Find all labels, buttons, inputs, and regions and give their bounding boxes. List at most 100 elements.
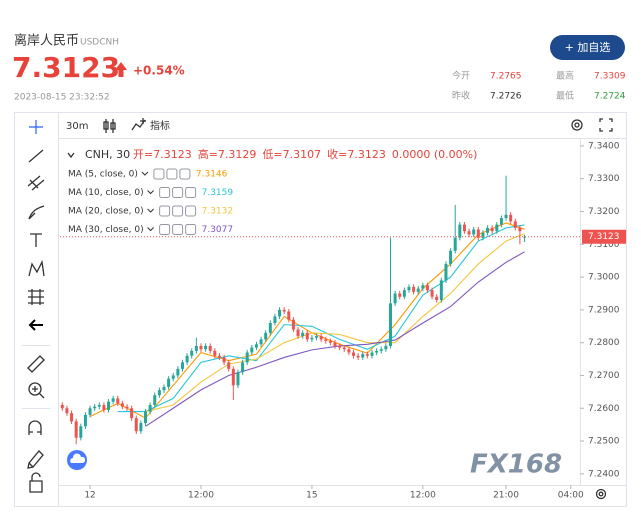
ma-control-button[interactable]	[172, 187, 184, 198]
lock-tool[interactable]	[29, 472, 43, 493]
ma-menu-icon[interactable]	[147, 190, 154, 195]
candle-body	[365, 354, 369, 356]
candle-body	[180, 362, 184, 369]
y-tick-label: 7.3300	[588, 174, 620, 184]
ohlc-value: 开=7.3123	[133, 148, 192, 161]
brush-tool[interactable]	[28, 205, 45, 220]
ma-control-button[interactable]	[172, 205, 184, 217]
candle-body	[499, 218, 503, 225]
up-arrow	[115, 62, 127, 77]
candle-body	[111, 398, 115, 402]
candle-body	[167, 378, 171, 387]
text-tool[interactable]	[30, 233, 42, 247]
candle-body	[486, 227, 490, 233]
candle-body	[102, 404, 106, 410]
ruler-tool[interactable]	[27, 355, 45, 373]
candle-body	[245, 352, 249, 363]
ma-control-button[interactable]	[153, 168, 165, 180]
candle-body	[162, 386, 166, 391]
candle-body	[60, 404, 64, 409]
ma-control-button[interactable]	[185, 205, 197, 217]
candle-body	[370, 352, 374, 356]
candle-body	[116, 398, 120, 404]
icon-part	[103, 121, 109, 130]
price: 7.3123	[12, 51, 120, 84]
candle-body	[194, 345, 198, 351]
chart-style-button[interactable]	[103, 119, 116, 133]
ma-menu-icon[interactable]	[147, 208, 154, 213]
ma-line	[117, 224, 525, 413]
y-tick-label: 7.3000	[588, 273, 620, 283]
settings-icon-core[interactable]	[574, 122, 580, 128]
candle-body	[93, 406, 97, 409]
ohlc-value: 高=7.3129	[198, 147, 257, 161]
candle-body	[481, 232, 485, 238]
candle-body	[449, 250, 453, 264]
button-label[interactable]: + 加自选	[565, 41, 611, 54]
axis-settings-icon[interactable]	[595, 488, 607, 500]
candle-body	[472, 229, 476, 235]
candle-body	[282, 309, 286, 312]
candle-body	[125, 406, 129, 409]
ma-control-button[interactable]	[172, 224, 184, 235]
ma-menu-icon[interactable]	[141, 171, 149, 176]
candle-body	[259, 339, 263, 345]
fullscreen-icon[interactable]	[599, 118, 613, 132]
ma-menu-icon[interactable]	[147, 227, 154, 232]
ma-name: MA (20, close, 0)	[68, 207, 144, 217]
cloud-icon[interactable]	[70, 453, 86, 463]
axis-settings-icon-core[interactable]	[598, 491, 604, 497]
stat-value: 7.2724	[594, 92, 626, 102]
stat-label: 最低	[556, 90, 574, 102]
ma-name: MA (30, close, 0)	[68, 225, 144, 235]
candle-body	[296, 329, 300, 337]
candle-body	[490, 227, 494, 232]
crosshair-tool[interactable]	[29, 120, 43, 134]
last-price-box	[582, 229, 626, 244]
candle-body	[333, 342, 337, 346]
prediction-tool[interactable]	[28, 289, 44, 305]
lock-drawing-tool[interactable]	[27, 450, 44, 469]
candle-body	[139, 423, 143, 432]
candle-body	[430, 290, 434, 297]
ma-control-button[interactable]	[185, 187, 197, 198]
candle-body	[65, 408, 69, 414]
candle-body	[513, 221, 517, 228]
zoom-tool-part[interactable]	[32, 386, 45, 399]
ma-control-button[interactable]	[159, 224, 171, 235]
zoom-tool[interactable]	[28, 382, 42, 396]
stat-label: 今开	[452, 70, 470, 82]
candle-body	[227, 362, 231, 369]
ma-name: MA (5, close, 0)	[68, 170, 138, 180]
settings-icon[interactable]	[571, 119, 583, 131]
ma-control-button[interactable]	[179, 168, 191, 180]
pattern-tool[interactable]	[28, 259, 45, 277]
magnet-tool[interactable]	[28, 420, 42, 435]
candle-body	[319, 336, 323, 340]
y-tick-label: 7.2400	[588, 469, 620, 479]
candle-body	[153, 395, 157, 405]
instrument-code: USDCNH	[80, 38, 119, 48]
candle-body	[176, 368, 180, 376]
indicators-button[interactable]: 指标	[150, 119, 170, 132]
add-watchlist-button[interactable]: + 加自选	[550, 35, 625, 60]
candle-body	[393, 293, 397, 304]
collapse-icon[interactable]	[67, 152, 75, 159]
symbol-label: CNH, 30	[85, 148, 130, 161]
candle-body	[444, 263, 448, 281]
candle-body	[379, 349, 383, 351]
trendline-tool[interactable]	[28, 149, 44, 163]
ohlc-value: 低=7.3107	[262, 148, 321, 161]
ma-control-button[interactable]	[159, 205, 171, 217]
ma-control-button[interactable]	[166, 168, 178, 180]
back-tool[interactable]	[28, 319, 43, 331]
ma-control-button[interactable]	[159, 187, 171, 198]
stat-value: 7.2726	[490, 92, 522, 102]
ma-value: 7.3132	[202, 207, 234, 217]
indicators-icon[interactable]	[131, 118, 146, 131]
ma-control-button[interactable]	[185, 224, 197, 235]
interval-button[interactable]: 30m	[66, 121, 88, 132]
fib-tool[interactable]	[27, 175, 45, 191]
button-bg[interactable]	[550, 35, 625, 60]
instrument-name: 离岸人民币	[14, 33, 79, 49]
